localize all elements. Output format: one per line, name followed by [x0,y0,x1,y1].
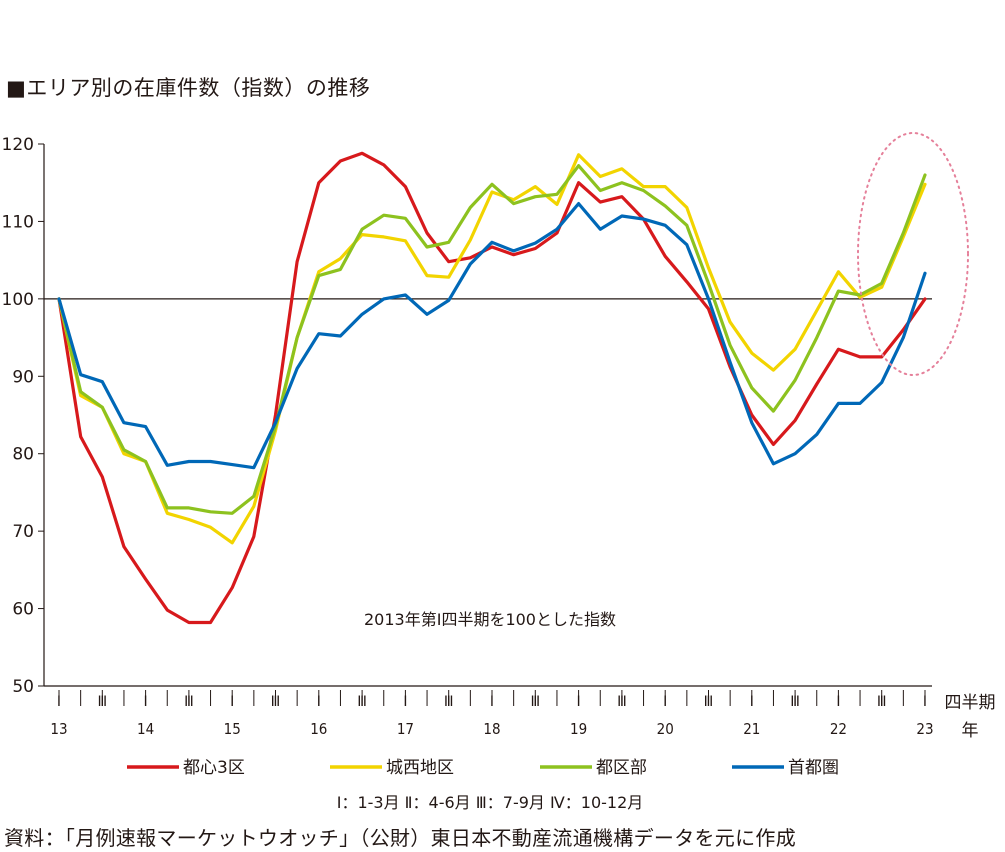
series-line-4 [57,202,927,470]
x-tick-label: Ⅲ [790,694,800,710]
y-tick-label: 100 [2,290,34,310]
x-tick-label: Ⅲ [184,694,194,710]
legend: 都心3区 城西地区 都区部 首都圏 [127,758,839,778]
x-tick-label: Ⅰ [577,694,581,710]
legend-label-3: 都区部 [596,758,647,778]
quarter-note: Ⅰ：1-3月 Ⅱ：4-6月 Ⅲ：7-9月 Ⅳ：10-12月 [337,793,644,812]
x-tick-label: Ⅲ [444,694,454,710]
year-label: 14 [137,720,154,738]
x-tick-label: Ⅰ [923,694,927,710]
x-tick-label: Ⅰ [836,694,840,710]
x-tick-label: Ⅲ [877,694,887,710]
legend-label-2: 城西地区 [386,758,454,778]
year-label: 16 [310,720,327,738]
series-lines [57,151,927,625]
x-tick-label: Ⅲ [357,694,367,710]
y-tick-label: 90 [12,367,34,387]
x-tick-label: Ⅲ [704,694,714,710]
x-tick-label: Ⅰ [490,694,494,710]
year-label: 15 [224,720,241,738]
year-label: 18 [483,720,500,738]
highlight-ellipse [857,132,969,376]
y-tick-label: 60 [12,600,34,620]
axes [38,143,932,706]
x-tick-label: Ⅲ [617,694,627,710]
year-label: 13 [50,720,67,738]
series-line-1 [57,151,927,625]
y-tick-label: 70 [12,522,34,542]
year-label: 19 [570,720,587,738]
index-annotation: 2013年第Ⅰ四半期を100とした指数 [364,610,616,629]
x-unit-year: 年 [962,721,979,741]
x-tick-label: Ⅲ [271,694,281,710]
y-tick-label: 80 [12,445,34,465]
x-unit-quarter: 四半期 [945,693,996,713]
year-label: 22 [830,720,847,738]
highlight-overlay [857,132,969,376]
x-tick-label: Ⅰ [230,694,234,710]
year-label: 17 [397,720,414,738]
y-tick-label: 110 [2,212,34,232]
year-label: 23 [916,720,933,738]
source-note: 資料：「月例速報マーケットウオッチ」（公財）東日本不動産流通機構データを元に作成 [4,826,796,850]
x-tick-label: Ⅰ [403,694,407,710]
x-tick-label: Ⅲ [530,694,540,710]
series-line-3 [57,164,927,515]
x-tick-label: Ⅰ [750,694,754,710]
x-tick-label: Ⅲ [97,694,107,710]
axis-labels: 50 60 70 80 90 100 110 120 Ⅰ Ⅲ Ⅰ Ⅲ Ⅰ Ⅲ Ⅰ Ⅲ Ⅰ Ⅲ Ⅰ Ⅲ Ⅰ Ⅲ Ⅰ Ⅲ Ⅰ Ⅲ Ⅰ Ⅲ Ⅰ… [2,135,996,812]
x-tick-label: Ⅰ [57,694,61,710]
series-line-2 [57,153,927,545]
y-tick-label: 120 [2,135,34,155]
chart-title: ■エリア別の在庫件数（指数）の推移 [6,76,371,100]
legend-label-4: 首都圏 [788,758,839,778]
y-tick-label: 50 [12,677,34,697]
x-tick-label: Ⅰ [317,694,321,710]
x-tick-label: Ⅰ [663,694,667,710]
year-label: 20 [657,720,674,738]
year-label: 21 [743,720,760,738]
x-tick-label: Ⅰ [144,694,148,710]
legend-label-1: 都心3区 [183,758,245,778]
